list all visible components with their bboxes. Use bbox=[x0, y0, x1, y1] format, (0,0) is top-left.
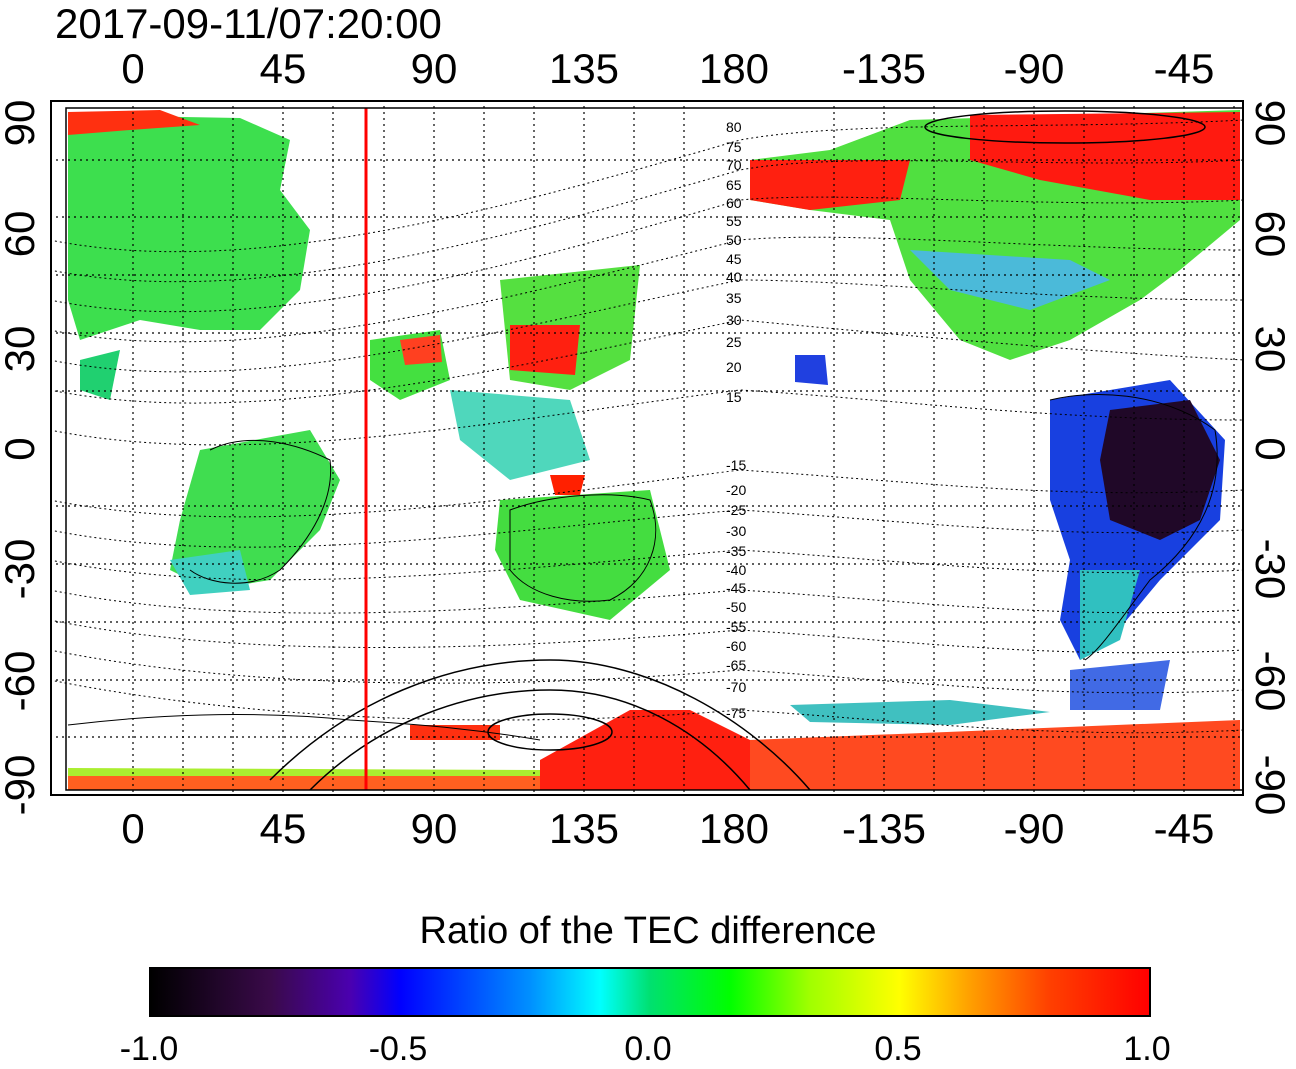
y-tick-left-30: 30 bbox=[0, 325, 43, 373]
contour-label-m35: -35 bbox=[726, 543, 746, 559]
y-tick-right-m30: -30 bbox=[1247, 538, 1294, 600]
x-tick-top-m135: -135 bbox=[841, 45, 927, 92]
x-tick-top-135: 135 bbox=[548, 45, 620, 92]
y-tick-right-m60: -60 bbox=[1247, 650, 1294, 712]
contour-label-15: 15 bbox=[726, 389, 742, 405]
x-tick-bottom-90: 90 bbox=[410, 805, 458, 852]
colorbar-tick-05: 0.5 bbox=[874, 1030, 922, 1068]
y-tick-right-30: 30 bbox=[1247, 325, 1294, 373]
contour-labels: 80 75 70 65 60 55 50 45 40 35 30 25 20 1… bbox=[726, 119, 746, 721]
contour-label-m75: -75 bbox=[726, 705, 746, 721]
contour-label-m20: -20 bbox=[726, 482, 746, 498]
tec-map: 80 75 70 65 60 55 50 45 40 35 30 25 20 1… bbox=[50, 100, 1244, 796]
contour-label-60: 60 bbox=[726, 195, 742, 211]
x-tick-bottom-180: 180 bbox=[698, 805, 770, 852]
colorbar-tick-m1: -1.0 bbox=[119, 1030, 179, 1068]
contour-label-20: 20 bbox=[726, 359, 742, 375]
contour-label-m15: -15 bbox=[726, 457, 746, 473]
contour-label-m65: -65 bbox=[726, 657, 746, 673]
y-tick-right-60: 60 bbox=[1247, 210, 1294, 258]
x-tick-bottom-m135: -135 bbox=[841, 805, 927, 852]
x-tick-top-90: 90 bbox=[410, 45, 458, 92]
contour-label-m60: -60 bbox=[726, 638, 746, 654]
x-tick-top-180: 180 bbox=[698, 45, 770, 92]
x-tick-top-m90: -90 bbox=[1003, 45, 1065, 92]
contour-label-30: 30 bbox=[726, 312, 742, 328]
contour-label-45: 45 bbox=[726, 251, 742, 267]
x-tick-bottom-0: 0 bbox=[121, 805, 145, 852]
colorbar-title: Ratio of the TEC difference bbox=[419, 910, 877, 952]
contour-label-m55: -55 bbox=[726, 619, 746, 635]
x-tick-top-45: 45 bbox=[259, 45, 307, 92]
x-tick-top-0: 0 bbox=[121, 45, 145, 92]
x-tick-top-m45: -45 bbox=[1153, 45, 1215, 92]
colorbar-tick-1: 1.0 bbox=[1123, 1030, 1171, 1068]
contour-label-m45: -45 bbox=[726, 580, 746, 596]
contour-label-75: 75 bbox=[726, 139, 742, 155]
colorbar bbox=[149, 967, 1151, 1017]
contour-label-80: 80 bbox=[726, 119, 742, 135]
x-tick-bottom-45: 45 bbox=[259, 805, 307, 852]
contour-label-55: 55 bbox=[726, 213, 742, 229]
contour-label-m30: -30 bbox=[726, 523, 746, 539]
y-tick-left-m30: -30 bbox=[0, 538, 43, 600]
y-tick-left-m90: -90 bbox=[0, 754, 43, 816]
contour-label-m25: -25 bbox=[726, 502, 746, 518]
y-tick-left-60: 60 bbox=[0, 210, 43, 258]
contour-label-m40: -40 bbox=[726, 562, 746, 578]
contour-label-25: 25 bbox=[726, 334, 742, 350]
colorbar-tick-0: 0.0 bbox=[624, 1030, 672, 1068]
map-title: 2017-09-11/07:20:00 bbox=[55, 0, 442, 47]
x-tick-bottom-m90: -90 bbox=[1003, 805, 1065, 852]
graticule bbox=[50, 100, 1244, 796]
contour-label-35: 35 bbox=[726, 290, 742, 306]
y-tick-right-m90: -90 bbox=[1247, 754, 1294, 816]
colorbar-tick-m05: -0.5 bbox=[368, 1030, 428, 1068]
y-tick-left-m60: -60 bbox=[0, 650, 43, 712]
contour-label-m50: -50 bbox=[726, 599, 746, 615]
contour-label-70: 70 bbox=[726, 157, 742, 173]
x-tick-bottom-m45: -45 bbox=[1153, 805, 1215, 852]
y-tick-right-0: 0 bbox=[1247, 437, 1294, 461]
coastlines bbox=[67, 393, 1218, 741]
contour-label-50: 50 bbox=[726, 232, 742, 248]
x-tick-bottom-135: 135 bbox=[548, 805, 620, 852]
y-tick-right-90: 90 bbox=[1247, 99, 1294, 147]
contour-label-m70: -70 bbox=[726, 679, 746, 695]
y-tick-left-0: 0 bbox=[0, 437, 43, 461]
contour-label-65: 65 bbox=[726, 177, 742, 193]
y-tick-left-90: 90 bbox=[0, 99, 43, 147]
contour-label-40: 40 bbox=[726, 269, 742, 285]
aurora-contours bbox=[269, 110, 1206, 791]
magnetic-contours bbox=[50, 119, 1244, 734]
